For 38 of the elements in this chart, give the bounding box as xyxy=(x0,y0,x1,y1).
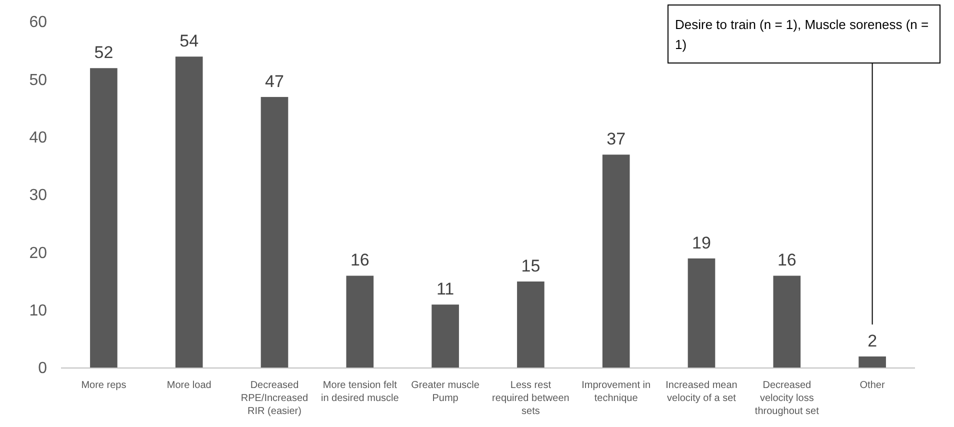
bar xyxy=(346,276,374,368)
x-tick-label: Decreased RPE/Increased RIR (easier) xyxy=(240,380,308,417)
data-label: 16 xyxy=(350,250,370,270)
bar xyxy=(432,304,459,368)
y-tick-label: 0 xyxy=(38,360,48,378)
data-label: 11 xyxy=(436,280,454,299)
x-tick-label: Improvement in technique xyxy=(582,380,651,404)
x-tick-label: More reps xyxy=(81,380,126,391)
data-label: 19 xyxy=(692,233,711,252)
bar xyxy=(260,96,288,368)
x-tick-label: Other xyxy=(860,380,886,391)
data-label: 15 xyxy=(521,256,540,276)
data-label: 47 xyxy=(265,72,284,91)
y-tick-label: 50 xyxy=(29,72,48,89)
y-tick-label: 20 xyxy=(29,244,48,262)
bar xyxy=(517,282,544,368)
x-tick-label: Less rest required between sets xyxy=(492,380,570,417)
bar xyxy=(602,154,630,368)
y-tick-label: 30 xyxy=(29,187,48,204)
bar xyxy=(773,276,801,368)
bar xyxy=(90,68,118,368)
y-tick-label: 40 xyxy=(29,129,48,146)
bar xyxy=(688,258,716,368)
data-label: 54 xyxy=(180,32,199,51)
data-label: 52 xyxy=(94,43,114,62)
x-tick-label: Increased mean velocity of a set xyxy=(666,380,738,404)
data-label: 2 xyxy=(868,331,878,350)
x-tick-label: More tension felt in desired muscle xyxy=(320,380,400,404)
bar xyxy=(175,56,203,368)
y-tick-label: 10 xyxy=(29,302,48,320)
annotation: Desire to train (n = 1), Muscle soreness (n = 1) xyxy=(675,17,929,52)
x-tick-label: More load xyxy=(166,380,212,391)
y-tick-label: 60 xyxy=(29,14,48,32)
bar xyxy=(858,356,886,368)
data-label: 37 xyxy=(606,130,626,149)
x-tick-label: Greater muscle Pump xyxy=(411,380,480,404)
data-label: 16 xyxy=(777,250,796,270)
x-tick-label: Decreased velocity loss throughout set xyxy=(754,380,820,417)
